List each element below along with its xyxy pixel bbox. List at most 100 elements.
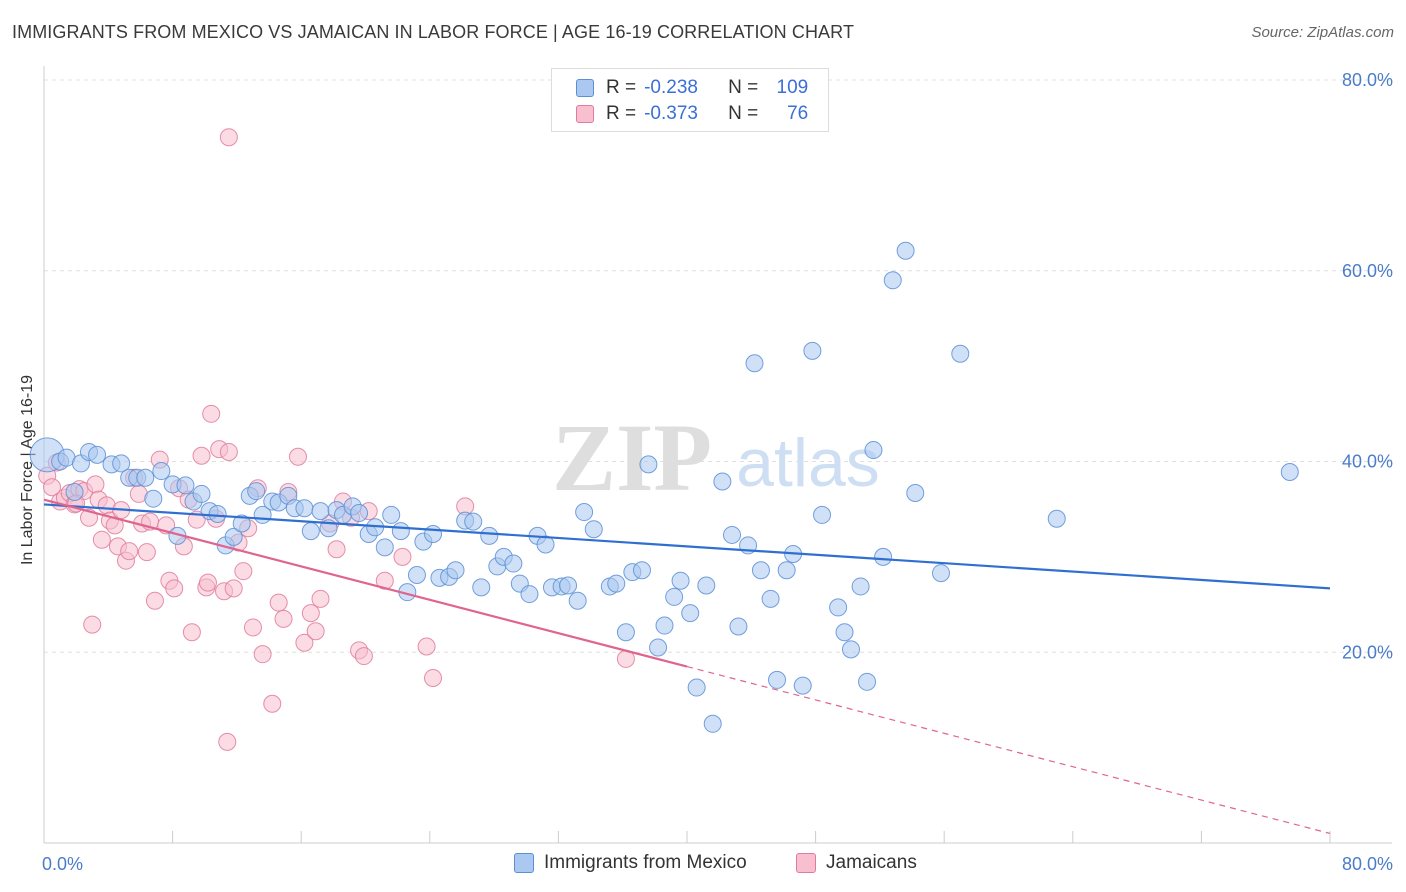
mexico-point <box>424 524 443 543</box>
mexico-point <box>841 640 860 659</box>
jamaicans-point <box>234 562 253 581</box>
mexico-point <box>1280 462 1299 481</box>
n-label: N = <box>728 77 759 98</box>
mexico-point <box>864 441 883 460</box>
mexico-point <box>768 670 787 689</box>
mexico-point <box>835 623 854 642</box>
series-jamaicans <box>38 128 635 751</box>
y-tick-label: 80.0% <box>1342 70 1393 90</box>
y-tick-label: 60.0% <box>1342 261 1393 281</box>
jamaicans-point <box>274 609 293 628</box>
mexico-point <box>480 526 499 545</box>
jamaicans-point <box>92 530 111 549</box>
jamaicans-point <box>218 732 237 751</box>
jamaicans-point <box>311 589 330 608</box>
mexico-point <box>144 489 163 508</box>
tick-labels: 20.0% 40.0% 60.0% 80.0% 0.0% 80.0% <box>42 70 1393 874</box>
r-label: R = <box>606 77 637 98</box>
jamaicans-point <box>243 618 262 637</box>
mexico-point <box>687 678 706 697</box>
mexico-point <box>504 554 523 573</box>
mexico-point <box>311 502 330 521</box>
watermark-atlas: atlas <box>736 425 880 501</box>
jamaicans-trend-line <box>43 498 688 668</box>
legend-label-jamaicans: Jamaicans <box>826 852 917 873</box>
mexico-point <box>584 520 603 539</box>
mexico-point <box>224 527 243 546</box>
legend-item-mexico[interactable]: Immigrants from Mexico <box>514 852 747 874</box>
mexico-point <box>906 483 925 502</box>
stats-row-mexico: R = -0.238 N = 109 <box>576 75 808 101</box>
mexico-point <box>951 344 970 363</box>
jamaicans-point <box>417 637 436 656</box>
mexico-point <box>232 514 251 533</box>
jamaicans-trend-extension <box>686 665 1331 835</box>
jamaicans-point <box>327 540 346 559</box>
mexico-point <box>851 577 870 596</box>
mexico-point <box>176 476 195 495</box>
mexico-point <box>136 468 155 487</box>
n-value: 109 <box>776 77 809 98</box>
jamaicans-point <box>219 442 238 461</box>
mexico-point <box>407 565 426 584</box>
mexico-point <box>568 591 587 610</box>
x-tick-label-min: 0.0% <box>42 854 83 874</box>
watermark-zip: ZIP <box>552 404 712 511</box>
blue-swatch-icon <box>514 853 534 873</box>
jamaicans-point <box>192 446 211 465</box>
mexico-point <box>931 564 950 583</box>
mexico-point <box>681 604 700 623</box>
stats-legend: R = -0.238 N = 109 R = -0.373 N = 76 <box>551 68 829 132</box>
mexico-point <box>375 538 394 557</box>
mexico-point <box>665 587 684 606</box>
jamaicans-point <box>393 547 412 566</box>
mexico-point <box>301 522 320 541</box>
jamaicans-point <box>137 543 156 562</box>
jamaicans-point <box>219 128 238 147</box>
mexico-point <box>88 445 107 464</box>
series-immigrants-from-mexico <box>29 241 1299 733</box>
mexico-point <box>813 505 832 524</box>
n-label: N = <box>728 103 759 124</box>
watermark: ZIP atlas <box>552 404 880 511</box>
mexico-point <box>713 472 732 491</box>
mexico-point <box>639 455 658 474</box>
mexico-point <box>655 616 674 635</box>
r-value: -0.373 <box>644 103 698 124</box>
jamaicans-point <box>145 591 164 610</box>
mexico-point <box>208 504 227 523</box>
pink-swatch-icon <box>576 105 594 123</box>
legend-item-jamaicans[interactable]: Jamaicans <box>796 852 917 874</box>
source-label: Source: ZipAtlas.com <box>1251 24 1394 41</box>
mexico-point <box>616 623 635 642</box>
mexico-point <box>729 617 748 636</box>
y-tick-label: 20.0% <box>1342 642 1393 662</box>
jamaicans-point <box>224 579 243 598</box>
mexico-point <box>559 576 578 595</box>
r-label: R = <box>606 103 637 124</box>
mexico-point <box>65 483 84 502</box>
jamaicans-point <box>288 447 307 466</box>
mexico-point <box>112 454 131 473</box>
legend-label-mexico: Immigrants from Mexico <box>544 852 747 873</box>
blue-swatch-icon <box>576 79 594 97</box>
mexico-point <box>803 341 822 360</box>
mexico-point <box>607 574 626 593</box>
jamaicans-point <box>202 404 221 423</box>
jamaicans-point <box>182 623 201 642</box>
mexico-point <box>745 354 764 373</box>
mexico-point <box>295 499 314 518</box>
jamaicans-point <box>269 593 288 612</box>
mexico-point <box>520 585 539 604</box>
jamaicans-point <box>43 478 62 497</box>
mexico-point <box>723 525 742 544</box>
y-tick-label: 40.0% <box>1342 452 1393 472</box>
jamaicans-point <box>120 542 139 561</box>
mexico-point <box>751 561 770 580</box>
mexico-point <box>896 241 915 260</box>
jamaicans-point <box>354 647 373 666</box>
stats-row-jamaicans: R = -0.373 N = 76 <box>576 101 808 127</box>
mexico-point <box>192 484 211 503</box>
mexico-point <box>697 576 716 595</box>
